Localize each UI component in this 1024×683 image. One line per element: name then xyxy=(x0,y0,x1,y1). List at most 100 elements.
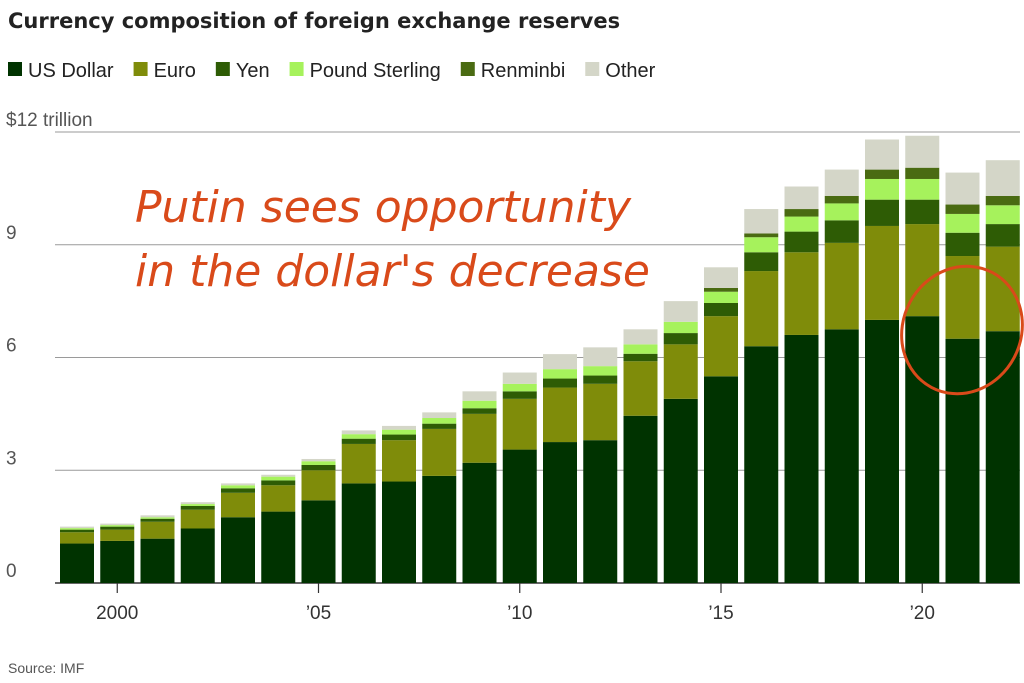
bar-2012-series-5 xyxy=(583,347,618,367)
annotation-line-1: Putin sees opportunity xyxy=(135,182,632,233)
bar-2000-series-1 xyxy=(100,529,135,541)
bar-stack-2019 xyxy=(865,139,899,583)
bar-2015-series-1 xyxy=(704,316,738,377)
bar-2004-series-3 xyxy=(261,476,296,481)
legend-label-2: Yen xyxy=(236,60,270,82)
bar-2003-series-1 xyxy=(221,492,255,518)
bar-2003-series-2 xyxy=(221,488,255,493)
bar-2019-series-4 xyxy=(865,169,899,179)
bar-2015-series-3 xyxy=(704,291,738,304)
bar-2012-series-1 xyxy=(583,383,618,441)
bar-2017-series-2 xyxy=(784,231,819,253)
bar-2022-series-5 xyxy=(985,160,1020,196)
gridlines xyxy=(55,131,1020,584)
bar-2002-series-5 xyxy=(180,502,215,505)
bar-2002-series-0 xyxy=(180,528,215,583)
y-tick-label-2: 6 xyxy=(6,336,17,357)
bar-2022-series-1 xyxy=(985,246,1020,332)
bar-stack-1999 xyxy=(60,526,94,583)
annotation-line-2: in the dollar's decrease xyxy=(135,246,650,297)
bar-2018-series-5 xyxy=(824,169,859,196)
bar-2006-series-1 xyxy=(341,443,376,484)
bar-stack-2016 xyxy=(744,209,779,583)
bar-2006-series-2 xyxy=(341,438,376,444)
legend-swatch-3 xyxy=(289,62,304,76)
legend-label-0: US Dollar xyxy=(28,60,114,82)
bar-2016-series-0 xyxy=(744,346,779,583)
bar-2004-series-1 xyxy=(261,485,296,512)
bar-2018-series-0 xyxy=(824,329,859,583)
bar-2016-series-2 xyxy=(744,252,779,272)
bar-2017-series-4 xyxy=(784,209,819,217)
bar-1999-series-1 xyxy=(60,532,94,544)
x-tick-label-3: ’15 xyxy=(708,603,733,624)
bar-2012-series-3 xyxy=(583,366,618,376)
bar-2004-series-5 xyxy=(261,474,296,477)
bar-2010-series-2 xyxy=(502,391,537,399)
bars xyxy=(60,135,1020,583)
bar-2005-series-2 xyxy=(301,464,336,471)
bar-2011-series-0 xyxy=(543,442,577,583)
bar-2005-series-5 xyxy=(301,458,336,462)
bar-2001-series-0 xyxy=(140,538,175,583)
bar-2005-series-3 xyxy=(301,461,336,465)
bar-stack-2022 xyxy=(985,160,1020,583)
y-tick-label-3: 3 xyxy=(6,448,17,469)
bar-stack-2020 xyxy=(905,135,940,583)
bar-stack-2003 xyxy=(221,483,255,583)
bar-2022-series-2 xyxy=(985,224,1020,247)
bar-stack-2017 xyxy=(784,186,819,583)
annotation-circle xyxy=(900,264,1024,396)
bar-2022-series-4 xyxy=(985,195,1020,206)
legend-swatch-2 xyxy=(215,62,230,76)
bar-2001-series-3 xyxy=(140,517,175,519)
chart-title: Currency composition of foreign exchange… xyxy=(8,9,620,33)
bar-2018-series-4 xyxy=(824,195,859,204)
bar-2018-series-1 xyxy=(824,242,859,330)
bar-2020-series-5 xyxy=(905,135,940,168)
y-tick-label-4: 0 xyxy=(6,561,17,582)
bar-2017-series-0 xyxy=(784,334,819,583)
bar-2006-series-3 xyxy=(341,434,376,439)
bar-2016-series-1 xyxy=(744,271,779,347)
bar-2009-series-3 xyxy=(462,400,497,409)
bar-2000-series-2 xyxy=(100,526,135,530)
bar-2008-series-2 xyxy=(422,423,457,429)
bar-2010-series-5 xyxy=(502,372,537,384)
y-tick-label-0: $12 trillion xyxy=(6,110,93,131)
bar-2010-series-1 xyxy=(502,398,537,450)
bar-2021-series-3 xyxy=(945,213,980,233)
bar-2013-series-2 xyxy=(623,353,658,362)
bar-2001-series-5 xyxy=(140,515,175,518)
bar-2003-series-3 xyxy=(221,485,255,489)
bar-2007-series-5 xyxy=(382,425,416,430)
x-tick-label-2: ’10 xyxy=(507,603,532,624)
bar-stack-2006 xyxy=(341,430,376,583)
bar-2014-series-0 xyxy=(663,398,698,583)
bar-2019-series-5 xyxy=(865,139,899,170)
legend: US Dollar Euro Yen Pound Sterling Renminbi Ot… xyxy=(8,60,656,82)
bar-2008-series-1 xyxy=(422,428,457,476)
bar-stack-2004 xyxy=(261,474,296,583)
legend-label-3: Pound Sterling xyxy=(310,60,441,82)
bar-2007-series-1 xyxy=(382,440,416,482)
bar-2013-series-0 xyxy=(623,415,658,583)
source-note: Source: IMF xyxy=(8,660,84,676)
bar-2001-series-1 xyxy=(140,521,175,539)
bar-2015-series-2 xyxy=(704,303,738,317)
bar-2019-series-1 xyxy=(865,225,899,320)
bar-2016-series-4 xyxy=(744,233,779,238)
bar-2020-series-0 xyxy=(905,316,940,583)
y-tick-label-1: 9 xyxy=(6,223,17,244)
bar-2008-series-5 xyxy=(422,412,457,419)
bar-2017-series-5 xyxy=(784,186,819,210)
bar-2007-series-3 xyxy=(382,429,416,435)
bar-stack-2002 xyxy=(180,502,215,583)
y-axis-ticks: $12 trillion 9 6 3 0 xyxy=(6,110,93,582)
bar-2011-series-2 xyxy=(543,378,577,388)
bar-2015-series-0 xyxy=(704,376,738,583)
bar-2009-series-2 xyxy=(462,408,497,414)
bar-stack-2001 xyxy=(140,515,175,583)
bar-stack-2014 xyxy=(663,301,698,583)
